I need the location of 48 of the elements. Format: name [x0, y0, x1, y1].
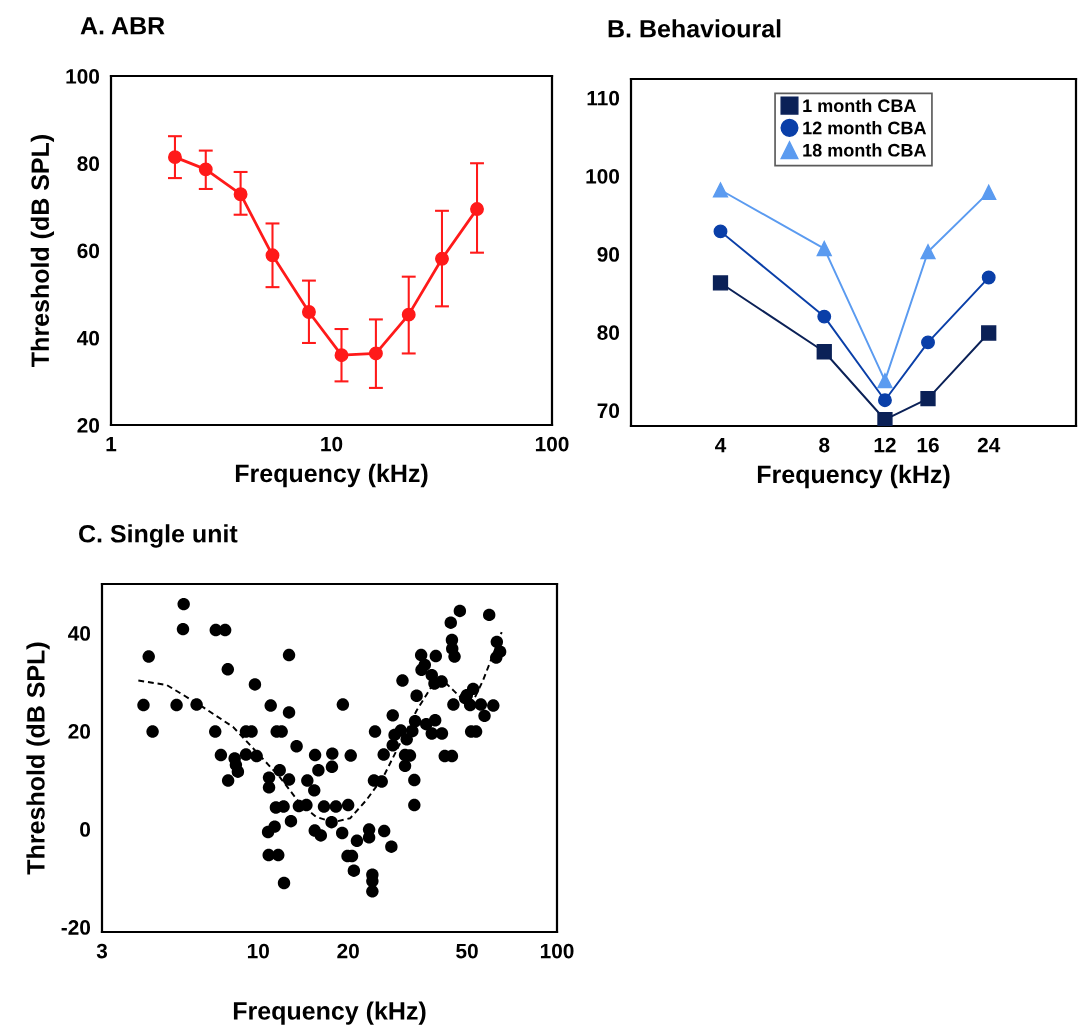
x-tick-label: 100 [540, 943, 574, 959]
legend-label: 1 month CBA [803, 98, 917, 113]
y-tick-label: 60 [77, 243, 100, 259]
chart-title: B. Behavioural [608, 19, 781, 38]
x-tick-label: 10 [247, 943, 269, 959]
x-tick-label: 50 [456, 943, 478, 959]
y-tick-label: -20 [61, 920, 91, 935]
y-tick-label: 100 [66, 69, 100, 84]
y-tick-label: 70 [597, 403, 620, 419]
y-tick-label: 80 [597, 325, 620, 340]
legend-label: 18 month CBA [803, 143, 927, 157]
point [233, 187, 248, 202]
y-tick-label: 110 [587, 90, 620, 106]
point [401, 307, 416, 322]
x-axis-title: Frequency (kHz) [235, 463, 428, 488]
point [265, 248, 280, 263]
y-axis-title: Threshold (dB SPL) [26, 642, 50, 875]
x-tick-label: 12 [874, 437, 896, 453]
point [301, 305, 316, 319]
x-axis-title: Frequency (kHz) [757, 464, 950, 489]
x-axis-title: Frequency (kHz) [233, 1001, 426, 1025]
point [435, 251, 449, 266]
y-tick-label: 20 [68, 724, 91, 739]
y-axis-title: Threshold (dB SPL) [30, 135, 55, 367]
y-tick-label: 40 [77, 330, 100, 346]
x-tick-label: 4 [715, 437, 727, 453]
y-tick-label: 0 [80, 822, 91, 837]
x-tick-label: 100 [535, 436, 569, 452]
x-tick-label: 16 [917, 437, 939, 453]
point [470, 202, 484, 217]
x-tick-label: 20 [337, 943, 359, 959]
y-tick-label: 90 [597, 247, 620, 262]
point [168, 150, 182, 165]
legend-label: 12 month CBA [803, 121, 927, 135]
x-tick-label: 1 [106, 436, 117, 452]
chart-title: C. Single unit [79, 524, 238, 548]
point [334, 348, 349, 363]
point [368, 346, 383, 361]
y-tick-label: 20 [77, 418, 100, 433]
x-tick-label: 8 [819, 437, 830, 453]
x-tick-label: 3 [96, 943, 108, 959]
y-tick-label: 100 [586, 168, 620, 184]
point [198, 162, 213, 177]
y-tick-label: 40 [68, 626, 91, 641]
chart-title: A. ABR [80, 17, 165, 35]
x-tick-label: 24 [977, 437, 1001, 453]
x-tick-label: 10 [321, 436, 343, 452]
y-tick-label: 80 [77, 156, 100, 171]
